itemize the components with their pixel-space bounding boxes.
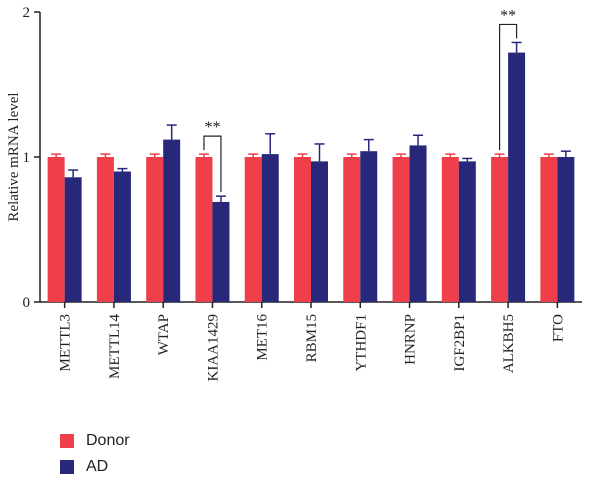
bar-donor (491, 157, 509, 302)
bar-ad (64, 177, 82, 302)
x-tick-label: YTHDF1 (353, 314, 369, 372)
bar-ad (360, 151, 378, 302)
x-tick-label: RBM15 (304, 314, 320, 362)
legend-swatch-donor (60, 434, 74, 448)
x-tick-label: IGF2BP1 (452, 314, 468, 372)
bar-ad (311, 161, 328, 302)
legend-label-ad: AD (86, 458, 109, 475)
legend-label-donor: Donor (86, 432, 130, 449)
bar-ad (409, 145, 427, 302)
bar-donor (392, 157, 410, 302)
bar-donor (47, 157, 65, 302)
significance-annotations: ** ** (203, 7, 518, 193)
bar-donor (244, 157, 262, 302)
x-tick-label: KIAA1429 (205, 314, 221, 382)
bar-donor (294, 157, 311, 302)
bar-donor (146, 157, 164, 302)
bar-ad (212, 201, 230, 302)
y-tick-label: 0 (23, 295, 31, 311)
significance-bracket (498, 23, 518, 151)
axes: 0 1 2 METTL3 METTL14 WTAP KIAA1429 MET16 RBM15 YT… (23, 5, 582, 382)
bar-ad (261, 154, 279, 302)
significance-stars: ** (500, 7, 516, 24)
x-tick-label: MET16 (255, 314, 271, 361)
bar-donor (441, 157, 459, 302)
bars (47, 41, 575, 302)
bar-ad (458, 161, 476, 302)
x-tick-label: FTO (550, 314, 566, 342)
legend: Donor AD (60, 428, 130, 480)
significance-bracket (203, 135, 222, 193)
y-tick-label: 1 (23, 150, 31, 166)
y-tick-label: 2 (23, 5, 31, 21)
bar-ad (557, 157, 575, 302)
legend-item-ad: AD (60, 454, 130, 480)
bar-donor (540, 157, 558, 302)
x-tick-label: METTL3 (58, 314, 74, 372)
bar-donor (96, 157, 114, 302)
legend-swatch-ad (60, 460, 74, 474)
legend-item-donor: Donor (60, 428, 130, 454)
y-axis-label: Relative mRNA level (6, 92, 22, 221)
bar-donor (195, 157, 213, 302)
bar-ad (113, 171, 131, 302)
x-tick-label: ALKBH5 (501, 314, 517, 373)
bar-ad (163, 139, 181, 302)
x-tick-label: METTL14 (107, 314, 123, 379)
x-tick-label: WTAP (156, 314, 172, 355)
significance-stars: ** (204, 119, 220, 136)
bar-ad (508, 52, 526, 302)
bar-donor (343, 157, 361, 302)
x-tick-label: HNRNP (403, 314, 419, 365)
